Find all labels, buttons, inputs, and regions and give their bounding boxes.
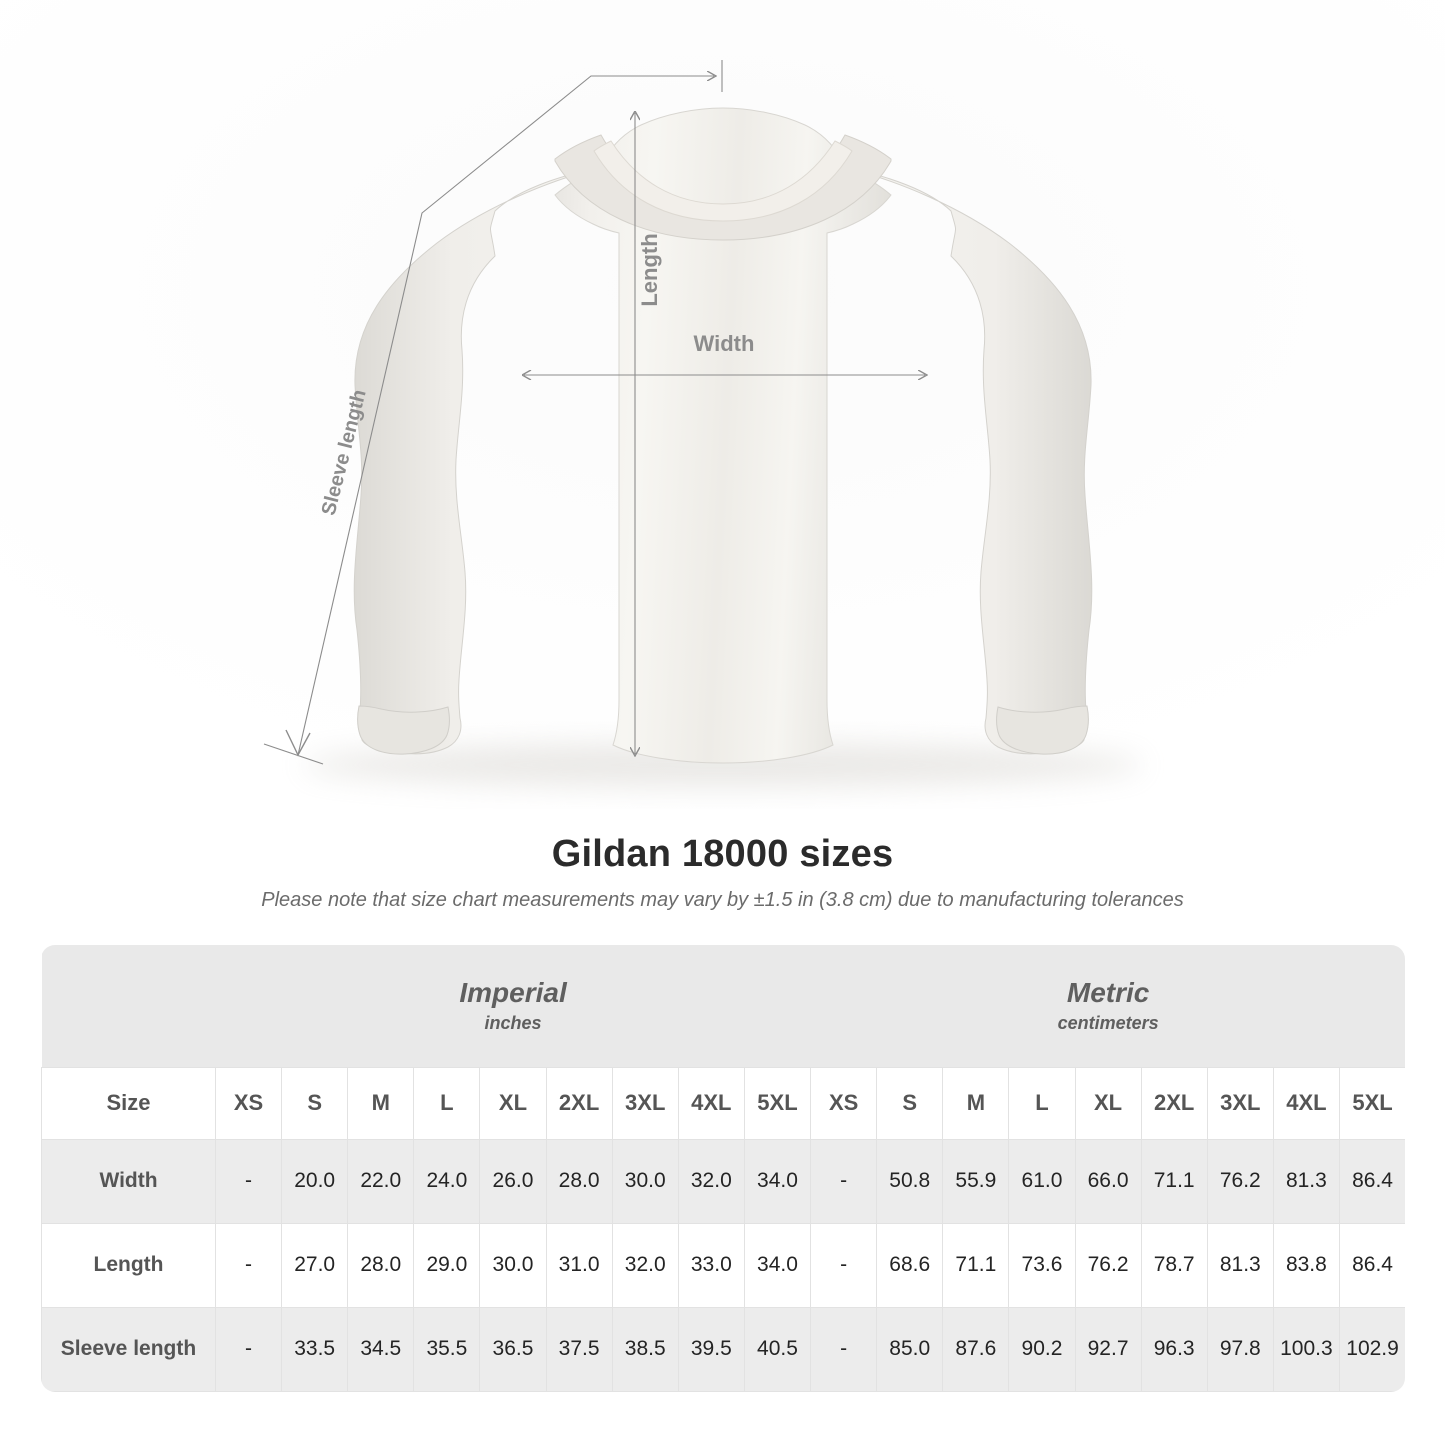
svg-text:Width: Width <box>694 331 755 356</box>
svg-text:Length: Length <box>637 233 662 306</box>
